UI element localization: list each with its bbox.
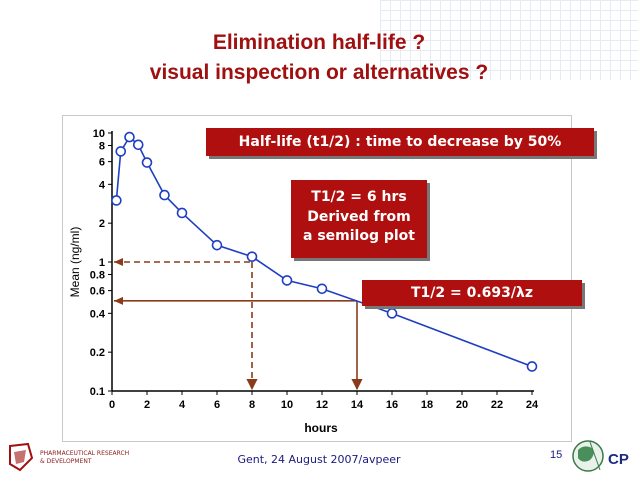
x-tick-label: 6 [214,399,220,411]
data-point [111,195,122,206]
x-tick-label: 16 [386,399,398,411]
data-point [246,251,258,262]
x-tick-label: 2 [144,399,150,411]
cp-logo-text: CP [608,451,629,468]
y-tick-label: 0.8 [90,270,105,282]
t12-value-text: T1/2 = 6 hrs [311,189,407,205]
x-tick-label: 4 [179,399,186,411]
y-tick-label: 0.4 [90,308,106,320]
x-tick-label: 10 [281,399,293,411]
data-point [211,239,223,251]
y-tick-label: 1 [99,257,105,269]
x-axis-label: hours [304,421,338,435]
x-tick-label: 8 [249,399,255,411]
data-point [281,275,293,286]
y-tick-label: 10 [93,128,105,140]
reference-arrowhead [114,296,123,305]
data-point [132,139,144,151]
data-point [386,308,398,319]
y-tick-label: 2 [99,218,105,230]
x-tick-label: 12 [316,399,328,411]
x-tick-label: 18 [421,399,433,411]
y-tick-label: 6 [99,157,105,169]
reference-arrowhead [114,258,123,266]
data-point [141,157,153,168]
globe-icon: CP [572,440,629,472]
halflife-definition-box: Half-life (t1/2) : time to decrease by 5… [206,128,594,156]
y-tick-label: 0.1 [90,386,105,398]
x-tick-label: 22 [491,399,503,411]
pharma-logo-line1: PHARMACEUTICAL RESEARCH [40,450,130,457]
t12-semilog-text: a semilog plot [303,228,415,244]
y-tick-label: 4 [99,179,106,191]
data-point [159,189,170,201]
pharma-logo-line2: & DEVELOPMENT [40,458,92,465]
t12-formula-box: T1/2 = 0.693/λz [362,280,582,306]
x-tick-label: 14 [351,399,364,411]
y-tick-label: 0.2 [90,347,105,359]
slide-title-line1: Elimination half-life ? [212,31,426,54]
y-tick-label: 0.6 [90,286,105,298]
data-point [115,146,127,157]
data-point [176,207,188,219]
pharma-logo-icon [9,442,34,472]
data-point [526,361,538,372]
x-tick-label: 20 [456,399,468,411]
y-axis-label: Mean (ng/ml) [68,227,82,298]
slide-title-line2: visual inspection or alternatives ? [149,61,489,84]
t12-derived-text: Derived from [307,209,411,225]
y-tick-label: 8 [99,141,105,153]
pharma-rd-logo: PHARMACEUTICAL RESEARCH & DEVELOPMENT [6,440,130,476]
t12-value-box: T1/2 = 6 hrs Derived from a semilog plot [291,180,427,258]
x-tick-label: 24 [526,399,539,411]
globe-cp-logo: CP [570,436,634,476]
x-tick-label: 0 [109,399,115,411]
plot-frame [62,115,572,442]
data-point [124,131,135,143]
data-point [316,283,328,295]
corner-grid-decoration [380,0,638,80]
slide-number: 15 [550,449,563,461]
slide-footer: Gent, 24 August 2007/avpeer [237,453,401,466]
